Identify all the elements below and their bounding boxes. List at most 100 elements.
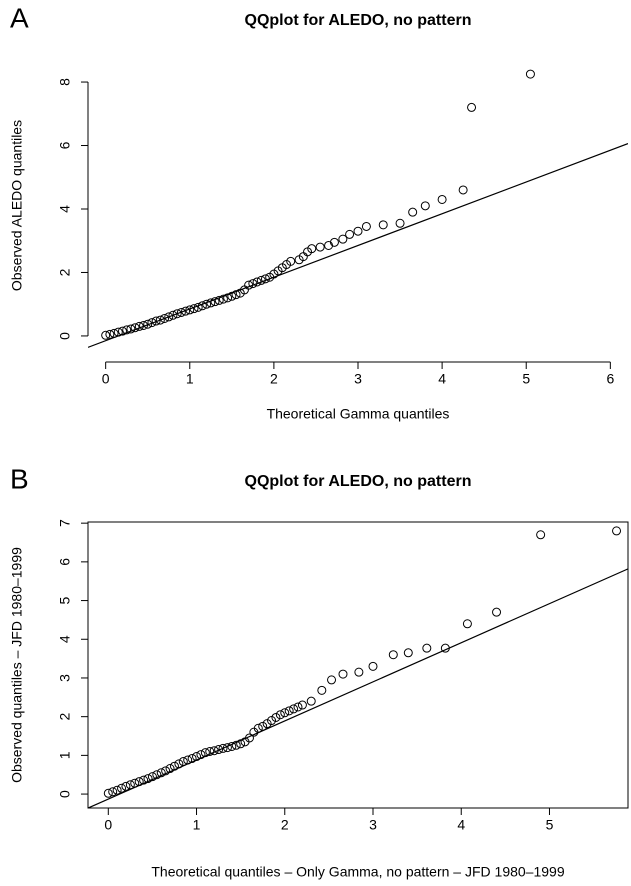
point	[388, 650, 398, 660]
y-tick-label: 2	[57, 268, 73, 276]
y-tick-label: 1	[57, 751, 73, 759]
point	[113, 327, 123, 337]
point	[403, 648, 413, 658]
y-tick-label: 6	[57, 141, 73, 149]
point	[209, 746, 219, 756]
point	[284, 706, 294, 716]
y-tick-label: 2	[57, 713, 73, 721]
y-tick-label: 4	[57, 205, 73, 213]
point	[178, 757, 188, 767]
x-tick-label: 2	[270, 371, 278, 387]
y-tick-label: 5	[57, 596, 73, 604]
y-tick-label: 6	[57, 558, 73, 566]
point	[297, 700, 307, 710]
point	[353, 226, 363, 236]
point	[112, 785, 122, 795]
point	[181, 306, 191, 316]
point	[218, 743, 228, 753]
point	[172, 309, 182, 319]
x-tick-label: 3	[369, 817, 377, 833]
point	[214, 745, 224, 755]
point	[289, 704, 299, 714]
point	[293, 702, 303, 712]
y-axis-label: Observed ALEDO quantiles	[9, 120, 25, 291]
point	[192, 752, 202, 762]
point	[248, 279, 258, 289]
point	[260, 274, 270, 284]
point	[280, 708, 290, 718]
point	[256, 275, 266, 285]
point	[440, 643, 450, 653]
point	[122, 325, 132, 335]
point	[458, 185, 468, 195]
point	[156, 768, 166, 778]
x-tick-label: 5	[546, 817, 554, 833]
point	[196, 750, 206, 760]
point	[147, 772, 157, 782]
point	[378, 220, 388, 230]
point	[253, 723, 263, 733]
point	[185, 305, 195, 315]
point	[121, 781, 131, 791]
point	[105, 329, 115, 339]
point	[395, 218, 405, 228]
point	[327, 675, 337, 685]
point	[117, 783, 127, 793]
point	[267, 716, 277, 726]
point	[275, 710, 285, 720]
point	[134, 321, 144, 331]
point	[197, 301, 207, 311]
point	[408, 207, 418, 217]
point	[169, 761, 179, 771]
point	[200, 748, 210, 758]
point	[307, 244, 317, 254]
point	[174, 759, 184, 769]
point	[422, 643, 432, 653]
point	[231, 740, 241, 750]
point	[189, 304, 199, 314]
point	[152, 770, 162, 780]
x-tick-label: 2	[281, 817, 289, 833]
point	[338, 669, 348, 679]
x-tick-label: 0	[104, 817, 112, 833]
point	[338, 234, 348, 244]
point	[244, 733, 254, 743]
point	[231, 290, 241, 300]
y-tick-label: 4	[57, 635, 73, 643]
point	[420, 201, 430, 211]
point	[244, 280, 254, 290]
point	[117, 326, 127, 336]
point	[206, 298, 216, 308]
chart-title: QQplot for ALEDO, no pattern	[245, 473, 472, 490]
y-tick-label: 0	[57, 332, 73, 340]
point	[345, 229, 355, 239]
point	[176, 307, 186, 317]
point	[329, 237, 339, 247]
y-axis-label: Observed quantiles – JFD 1980–1999	[9, 547, 25, 783]
point	[612, 526, 622, 536]
point	[306, 696, 316, 706]
x-axis-label: Theoretical Gamma quantiles	[267, 406, 450, 422]
x-tick-label: 6	[606, 371, 614, 387]
y-tick-label: 8	[57, 78, 73, 86]
point	[236, 739, 246, 749]
x-tick-label: 1	[193, 817, 201, 833]
point	[205, 746, 215, 756]
point	[492, 607, 502, 617]
point	[143, 774, 153, 784]
point	[462, 619, 472, 629]
point	[252, 277, 262, 287]
point	[103, 788, 113, 798]
point	[139, 775, 149, 785]
x-tick-label: 3	[354, 371, 362, 387]
point	[187, 753, 197, 763]
point	[536, 530, 546, 540]
point	[134, 777, 144, 787]
x-tick-label: 1	[186, 371, 194, 387]
point	[155, 315, 165, 325]
point	[130, 323, 140, 333]
panel-label: B	[10, 463, 29, 494]
point	[467, 102, 477, 112]
y-tick-label: 0	[57, 790, 73, 798]
point	[222, 743, 232, 753]
